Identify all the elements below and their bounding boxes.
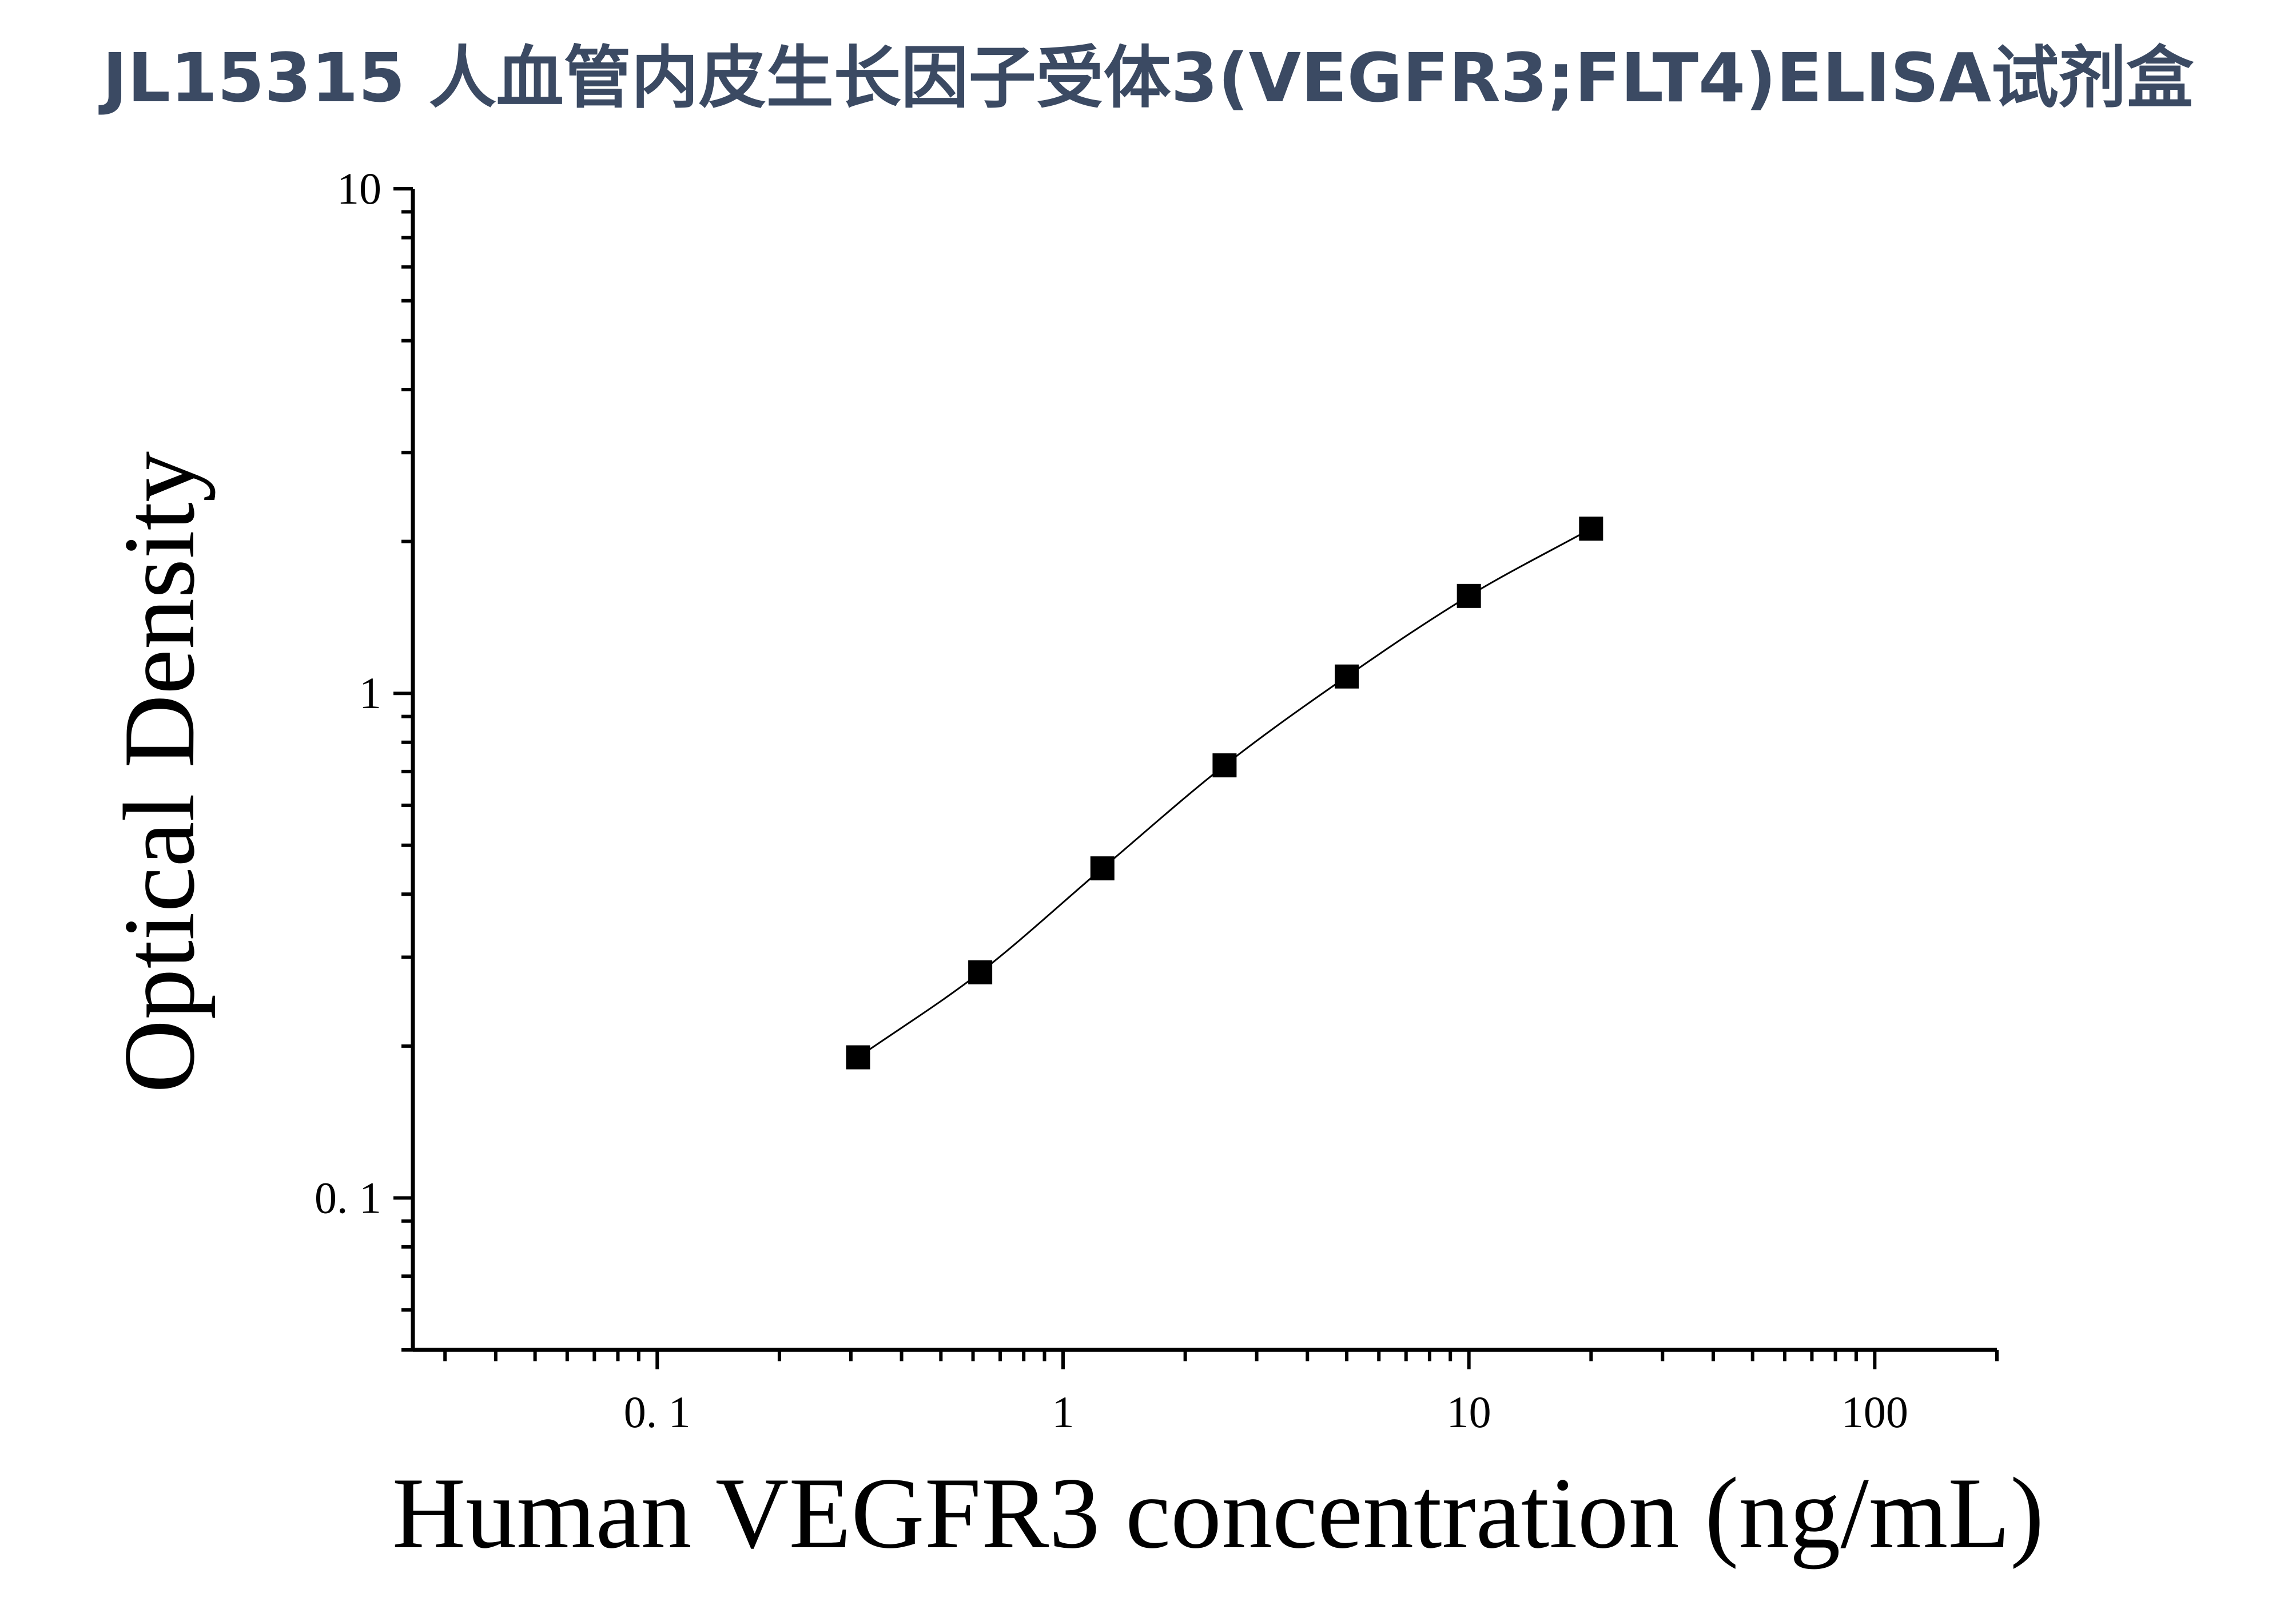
data-point	[1090, 856, 1115, 881]
data-point	[846, 1045, 870, 1070]
x-tick-label: 0. 1	[624, 1387, 691, 1437]
x-axis-title: Human VEGFR3 concentration (ng/mL)	[392, 1456, 2044, 1570]
y-axis-ticks	[393, 187, 413, 1352]
page-title: JL15315 人血管内皮生长因子受体3(VEGFR3;FLT4)ELISA试剂…	[102, 38, 2194, 117]
data-point	[1212, 753, 1237, 778]
x-tick-label: 100	[1841, 1387, 1908, 1437]
fit-curve-group	[857, 528, 1592, 1058]
data-point	[968, 960, 993, 984]
data-point	[1335, 664, 1359, 689]
y-tick-label: 10	[337, 164, 381, 213]
x-tick-label: 10	[1447, 1387, 1491, 1437]
axes	[411, 189, 1997, 1352]
y-tick-label: 0. 1	[315, 1173, 381, 1222]
data-points	[846, 517, 1603, 1070]
x-tick-label: 1	[1052, 1387, 1074, 1437]
y-axis-tick-labels: 0. 1 1 10	[315, 164, 381, 1222]
x-axis-tick-labels: 0. 1 1 10 100	[624, 1387, 1908, 1437]
data-point	[1579, 517, 1603, 541]
y-tick-label: 1	[359, 668, 381, 718]
x-axis-ticks	[443, 1350, 1999, 1369]
data-point	[1457, 583, 1481, 608]
y-axis-title: Optical Density	[102, 451, 216, 1093]
fit-curve	[857, 528, 1592, 1058]
